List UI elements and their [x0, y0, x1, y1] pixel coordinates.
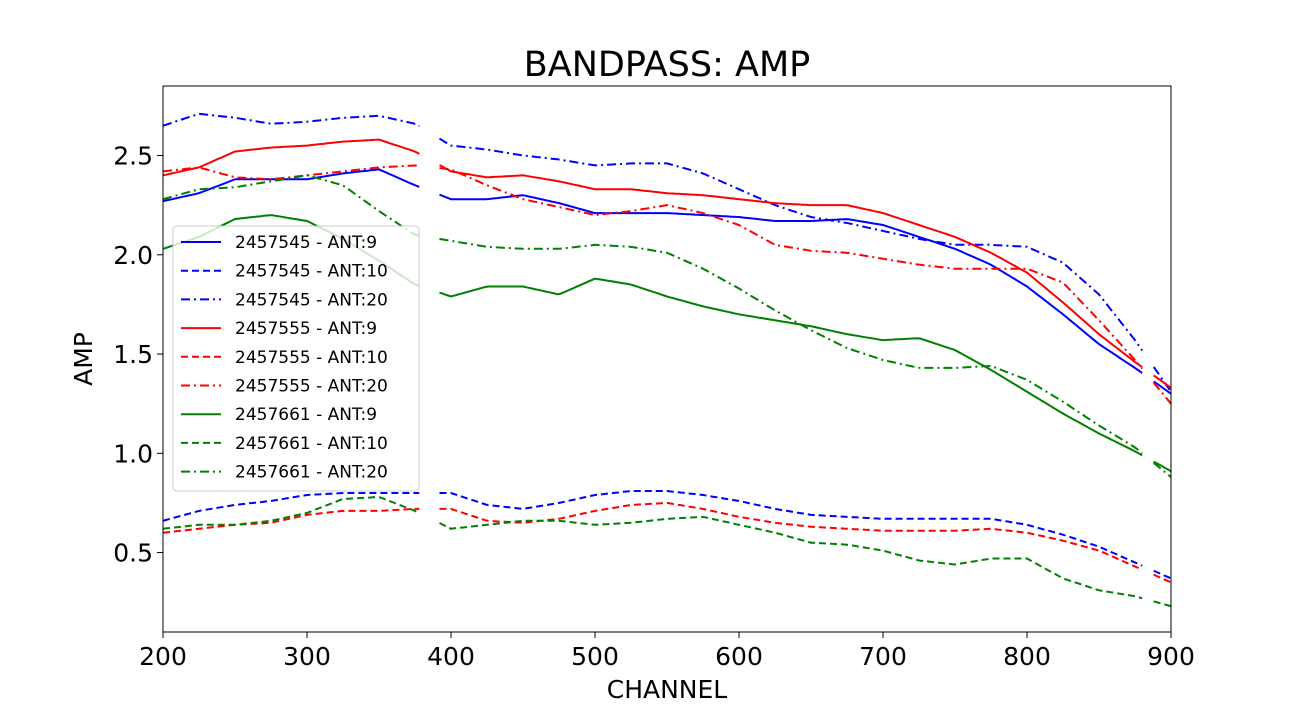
legend-label: 2457545 - ANT:9: [235, 233, 377, 253]
legend-label: 2457555 - ANT:9: [235, 319, 377, 339]
series-line-9: [162, 174, 1172, 478]
plot-frame: [162, 85, 1172, 633]
y-tick-label: 0.5: [113, 539, 153, 568]
series-line-1: [162, 168, 1172, 395]
x-axis: 200 300 400 500 600 700 800 900: [139, 632, 1195, 671]
chart-title: BANDPASS: AMP: [524, 45, 811, 85]
x-tick-label: 600: [715, 642, 763, 671]
series-line-4: [162, 138, 1172, 389]
x-tick-label: 800: [1003, 642, 1051, 671]
x-axis-label: CHANNEL: [607, 675, 728, 704]
legend-label: 2457661 - ANT:10: [235, 434, 388, 454]
y-tick-label: 2.5: [113, 141, 153, 170]
legend-label: 2457555 - ANT:20: [235, 377, 388, 397]
x-tick-label: 700: [859, 642, 907, 671]
y-tick-label: 1.0: [113, 439, 153, 468]
x-tick-label: 500: [571, 642, 619, 671]
legend-label: 2457555 - ANT:10: [235, 348, 388, 368]
series-line-5: [162, 501, 1172, 584]
x-tick-label: 300: [283, 642, 331, 671]
y-axis-label: AMP: [69, 332, 98, 386]
legend-label: 2457661 - ANT:9: [235, 405, 377, 425]
series-line-2: [162, 490, 1172, 580]
y-tick-label: 2.0: [113, 241, 153, 270]
legend-label: 2457661 - ANT:20: [235, 463, 388, 483]
legend: 2457545 - ANT:9 2457545 - ANT:10 2457545 -…: [172, 225, 420, 492]
y-axis: 0.5 1.0 1.5 2.0 2.5: [113, 141, 163, 568]
x-tick-label: 900: [1147, 642, 1195, 671]
legend-box: [172, 225, 420, 492]
x-tick-label: 400: [427, 642, 475, 671]
series-line-3: [162, 112, 1172, 393]
legend-label: 2457545 - ANT:20: [235, 290, 388, 310]
legend-label: 2457545 - ANT:10: [235, 262, 388, 282]
series-line-8: [162, 495, 1172, 608]
series-line-6: [162, 164, 1172, 405]
x-tick-label: 200: [139, 642, 187, 671]
y-tick-label: 1.5: [113, 340, 153, 369]
